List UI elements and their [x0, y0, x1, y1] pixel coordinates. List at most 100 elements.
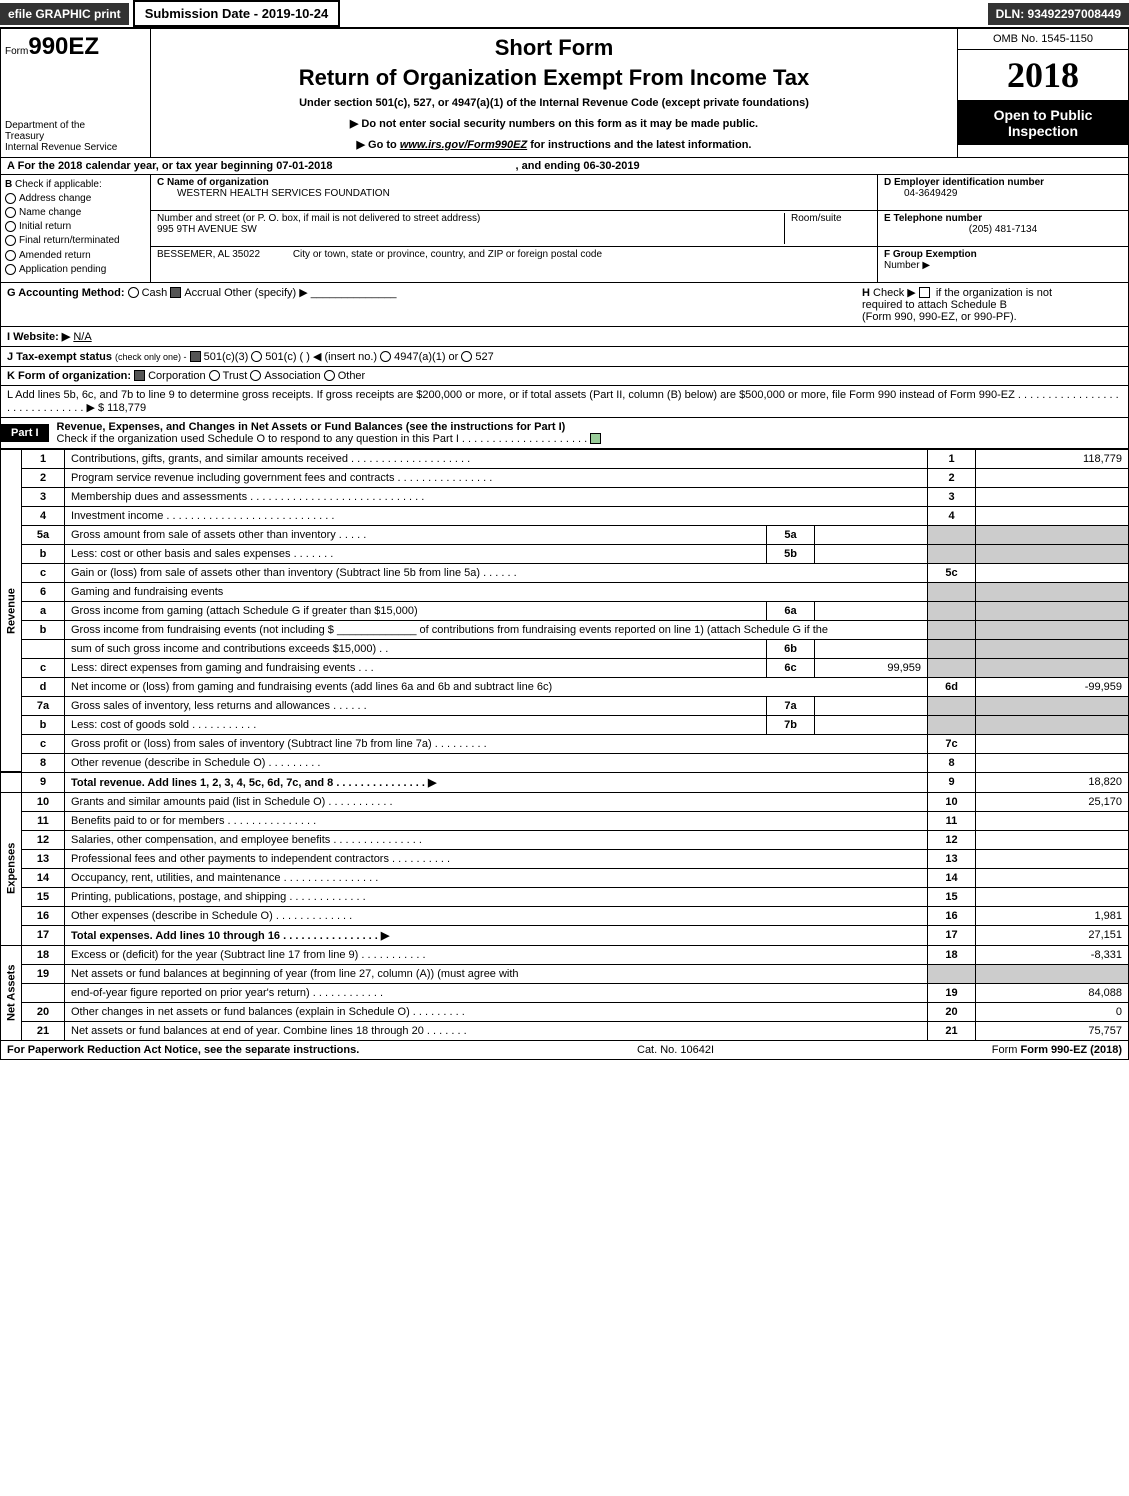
checkbox-icon[interactable]: [380, 351, 391, 362]
line-text: Professional fees and other payments to …: [65, 849, 928, 868]
check-application-pending[interactable]: Application pending: [5, 264, 146, 275]
line-text: Net assets or fund balances at end of ye…: [65, 1021, 928, 1040]
c-label: C Name of organization: [157, 177, 871, 188]
sub-amount: [815, 715, 928, 734]
group-exemption-row: F Group Exemption Number ▶: [878, 247, 1128, 282]
checkbox-icon[interactable]: [190, 351, 201, 362]
line-a-text2: , and ending 06-30-2019: [516, 160, 640, 172]
b-label: B: [5, 179, 12, 190]
line-ref: 6d: [928, 677, 976, 696]
line-ref: 4: [928, 506, 976, 525]
netassets-side-label: Net Assets: [1, 945, 22, 1040]
instr2-suffix: for instructions and the latest informat…: [527, 139, 751, 151]
line-text: Gross profit or (loss) from sales of inv…: [65, 734, 928, 753]
info-grid: B Check if applicable: Address change Na…: [0, 175, 1129, 283]
check-name-change[interactable]: Name change: [5, 207, 146, 218]
checkbox-checked-icon[interactable]: [590, 433, 601, 444]
dept-line-1: Department of the: [5, 120, 146, 131]
checkbox-icon[interactable]: [251, 351, 262, 362]
checkbox-icon[interactable]: [250, 370, 261, 381]
ein-value: 04-3649429: [884, 188, 1122, 199]
checkbox-icon[interactable]: [134, 370, 145, 381]
line-text: Gain or (loss) from sale of assets other…: [65, 563, 928, 582]
section-b: B Check if applicable: Address change Na…: [1, 175, 151, 282]
checkbox-icon[interactable]: [919, 287, 930, 298]
line-text: end-of-year figure reported on prior yea…: [65, 983, 928, 1002]
checkbox-icon[interactable]: [128, 287, 139, 298]
instruction-2: ▶ Go to www.irs.gov/Form990EZ for instru…: [157, 138, 951, 151]
shaded-cell: [928, 964, 976, 983]
part-1-table: Revenue 1 Contributions, gifts, grants, …: [0, 449, 1129, 1041]
part-1-label: Part I: [1, 424, 49, 442]
table-row: 2 Program service revenue including gove…: [1, 468, 1129, 487]
line-text: Less: direct expenses from gaming and fu…: [65, 658, 767, 677]
line-amount: 75,757: [976, 1021, 1129, 1040]
header-middle: Short Form Return of Organization Exempt…: [151, 29, 958, 157]
table-row: b Less: cost of goods sold . . . . . . .…: [1, 715, 1129, 734]
street-row: Number and street (or P. O. box, if mail…: [151, 211, 877, 247]
shaded-cell: [976, 601, 1129, 620]
line-a: A For the 2018 calendar year, or tax yea…: [0, 158, 1129, 175]
form-ref: Form Form 990-EZ (2018): [992, 1044, 1122, 1056]
department-label: Department of the Treasury Internal Reve…: [5, 120, 146, 153]
line-text: Program service revenue including govern…: [65, 468, 928, 487]
line-ref: 3: [928, 487, 976, 506]
table-row: a Gross income from gaming (attach Sched…: [1, 601, 1129, 620]
line-num: [22, 639, 65, 658]
header-right: OMB No. 1545-1150 2018 Open to Public In…: [958, 29, 1128, 157]
k-trust: Trust: [223, 370, 248, 382]
part-1-header: Part I Revenue, Expenses, and Changes in…: [0, 418, 1129, 449]
line-num: [22, 983, 65, 1002]
table-row: 4 Investment income . . . . . . . . . . …: [1, 506, 1129, 525]
sub-ref: 6b: [767, 639, 815, 658]
check-amended-return[interactable]: Amended return: [5, 250, 146, 261]
line-ref: 14: [928, 868, 976, 887]
h-text3: required to attach Schedule B: [862, 299, 1007, 311]
checkbox-icon[interactable]: [461, 351, 472, 362]
footer: For Paperwork Reduction Act Notice, see …: [0, 1041, 1129, 1060]
l-text: L Add lines 5b, 6c, and 7b to line 9 to …: [7, 389, 1119, 414]
check-address-change[interactable]: Address change: [5, 193, 146, 204]
checkbox-icon[interactable]: [324, 370, 335, 381]
check-initial-return[interactable]: Initial return: [5, 221, 146, 232]
line-amount: [976, 734, 1129, 753]
line-num: 7a: [22, 696, 65, 715]
line-num: c: [22, 563, 65, 582]
checkbox-accrual-icon[interactable]: [170, 287, 181, 298]
phone-value: (205) 481-7134: [884, 224, 1122, 235]
line-num: 5a: [22, 525, 65, 544]
line-ref: 11: [928, 811, 976, 830]
section-j: J Tax-exempt status (check only one) - 5…: [0, 347, 1129, 367]
f-label: F Group Exemption: [884, 249, 1122, 260]
check-final-return[interactable]: Final return/terminated: [5, 235, 146, 246]
table-row: c Less: direct expenses from gaming and …: [1, 658, 1129, 677]
table-row: 15 Printing, publications, postage, and …: [1, 887, 1129, 906]
table-row: 12 Salaries, other compensation, and emp…: [1, 830, 1129, 849]
line-num: a: [22, 601, 65, 620]
city-row: BESSEMER, AL 35022 City or town, state o…: [151, 247, 877, 282]
i-label: I Website: ▶: [7, 331, 70, 343]
line-text: Total revenue. Add lines 1, 2, 3, 4, 5c,…: [65, 772, 928, 792]
table-row: Expenses 10 Grants and similar amounts p…: [1, 792, 1129, 811]
line-num: 6: [22, 582, 65, 601]
shaded-cell: [976, 582, 1129, 601]
table-row: b Gross income from fundraising events (…: [1, 620, 1129, 639]
under-section-text: Under section 501(c), 527, or 4947(a)(1)…: [157, 97, 951, 109]
shaded-cell: [976, 639, 1129, 658]
open-public-text: Open to Public: [962, 107, 1124, 123]
print-button[interactable]: efile GRAPHIC print: [0, 3, 129, 25]
line-text: Other expenses (describe in Schedule O) …: [65, 906, 928, 925]
table-row: 13 Professional fees and other payments …: [1, 849, 1129, 868]
table-row: d Net income or (loss) from gaming and f…: [1, 677, 1129, 696]
irs-link[interactable]: www.irs.gov/Form990EZ: [400, 139, 527, 151]
line-num: 2: [22, 468, 65, 487]
line-amount: [976, 830, 1129, 849]
table-row: b Less: cost or other basis and sales ex…: [1, 544, 1129, 563]
shaded-cell: [928, 601, 976, 620]
f-label-2: Number ▶: [884, 260, 1122, 271]
table-row: 20 Other changes in net assets or fund b…: [1, 1002, 1129, 1021]
checkbox-icon[interactable]: [209, 370, 220, 381]
line-num: 18: [22, 945, 65, 964]
shaded-cell: [928, 582, 976, 601]
dept-line-2: Treasury: [5, 131, 146, 142]
